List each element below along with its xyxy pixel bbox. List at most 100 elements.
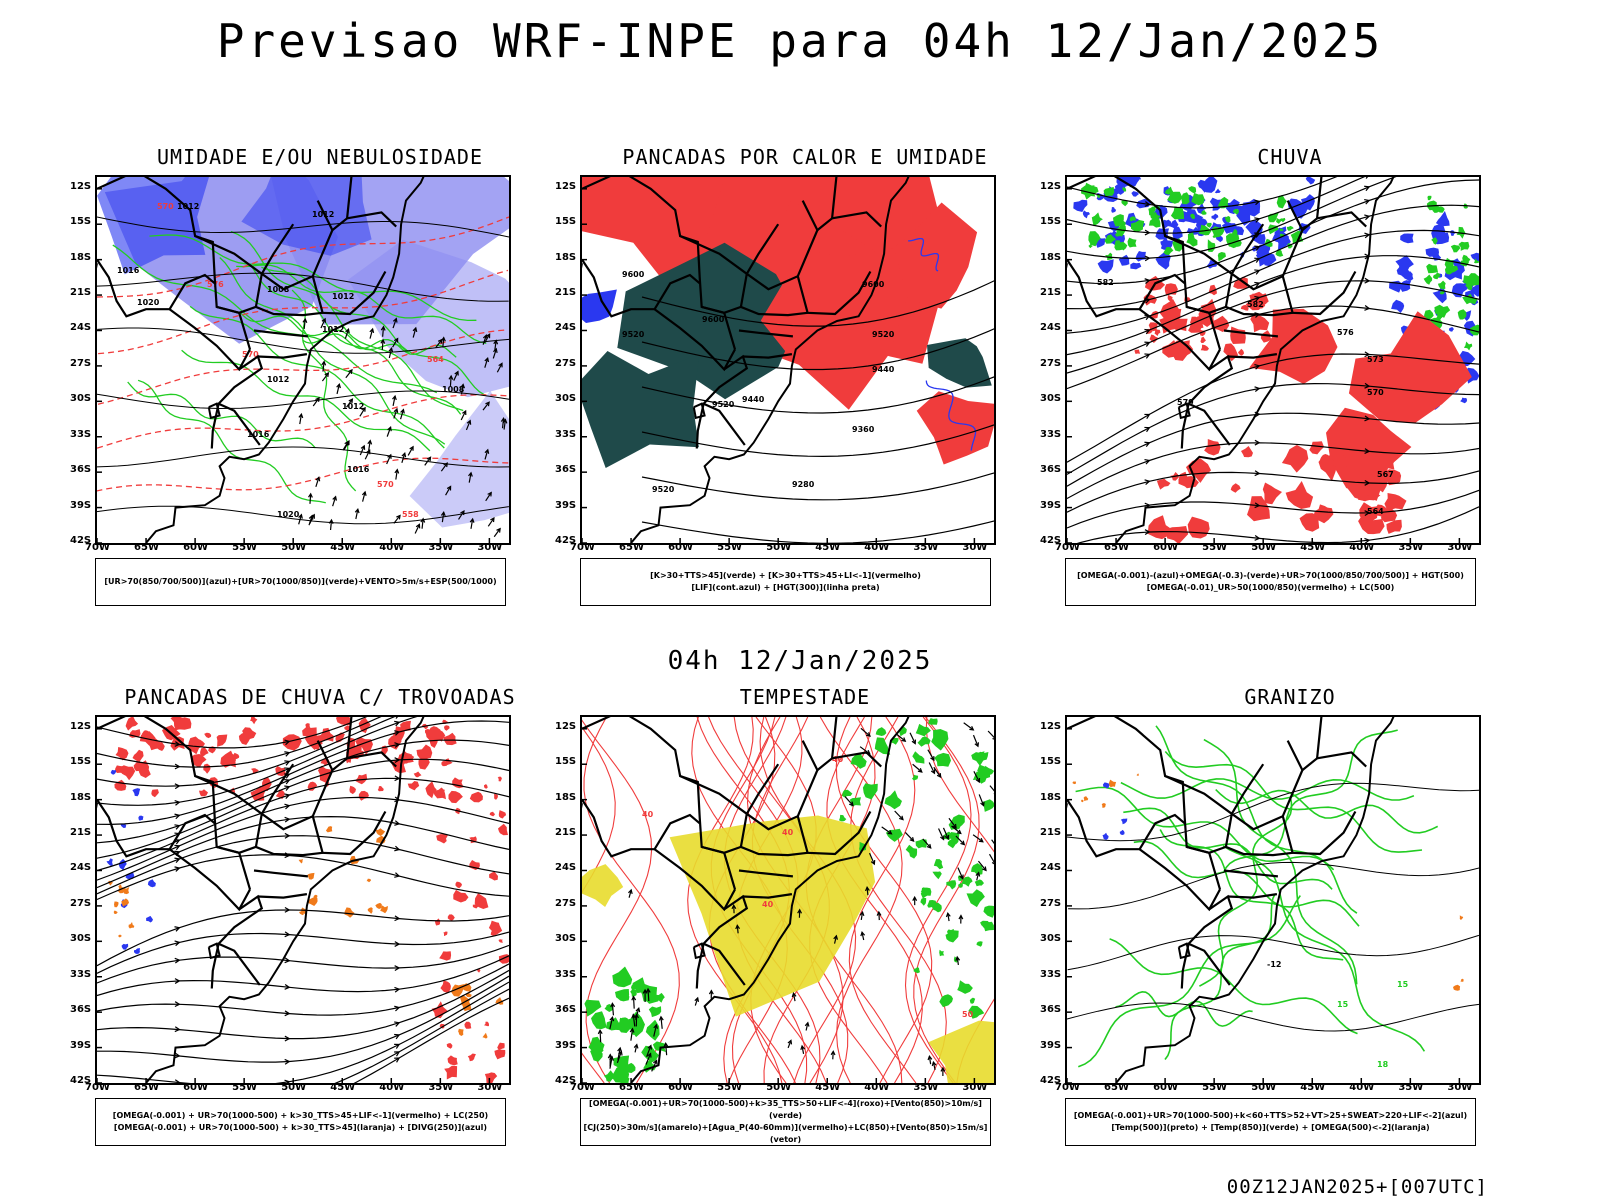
storm-area-red [115,747,129,761]
vector-head [440,510,446,517]
rain-area-red [1347,471,1378,502]
vector-head [945,911,951,918]
storm-area-red [151,789,159,798]
wind850-area-green [981,799,994,812]
storm-area-orange [495,997,504,1005]
vector-head [369,327,375,333]
omega-area-green [1462,293,1478,305]
wind850-area-green [974,879,984,887]
omega500-area-orange [1108,779,1117,788]
wind-vector-850 [646,1045,652,1058]
country-border [695,403,705,449]
vector-head [956,829,962,835]
weather-map: 1012 1012 1016 1008 1012 1020 1012 1012 1016 1016… [97,177,509,543]
streamline-arrow [1144,413,1151,419]
streamline [97,758,509,859]
streamline [97,717,418,806]
streamline-arrow [1144,255,1151,262]
streamline-arrow [394,965,401,972]
lat-tick-label: 27S [555,897,577,909]
storm-area-red [469,791,483,803]
country-border [679,234,748,275]
lat-tick-label: 21S [555,287,577,299]
vector-head [315,476,321,482]
streamline-arrow [395,717,399,719]
wind-vector-850 [895,733,906,742]
lon-tick-label: 55W [1202,542,1228,553]
wind-vector [482,334,487,345]
omega-area-blue [1391,299,1405,313]
streamline [1067,229,1479,334]
vector-head [354,508,360,514]
rain-area-red [1309,441,1325,455]
temp850-contour-green [1115,990,1253,1027]
wind850-area-green [927,900,937,908]
rain-area-red [1228,345,1234,356]
vector-head [484,356,490,363]
storm-area-red [484,784,488,789]
omega-area-blue [1460,397,1468,404]
country-border [168,308,251,372]
streamline-arrow [174,857,181,864]
lon-tick-label: 30W [1447,1082,1473,1093]
streamline-arrow [394,1021,401,1027]
streamline [97,854,509,901]
omega-area-green [1115,230,1122,237]
storm-area-red [447,914,455,921]
streamline-arrow [1364,351,1371,358]
rain-area-red [1361,485,1372,496]
divergence-area-blue [136,948,140,952]
panel-pancadas-trovoadas: PANCADAS DE CHUVA C/ TROVOADAS 12S 15S 18S… [70,685,555,1155]
country-border [1301,717,1323,771]
country-border [257,893,308,899]
lon-tick-label: 40W [864,1082,890,1093]
omega-area-green [1275,249,1284,257]
storm-area-red [114,779,127,791]
hail-area-blue [1102,832,1109,840]
country-border [1067,717,1222,890]
lon-tick-label: 65W [134,542,159,553]
omega-area-blue [1155,251,1171,270]
omega-area-blue [1073,199,1088,212]
storm-area-orange [118,884,123,889]
omega-area-green [1232,228,1238,236]
vector-head [647,1044,653,1050]
water-contour-red [582,719,653,1083]
water-contour-red [819,717,903,1083]
country-border [1281,810,1357,856]
storm-area-red [434,918,441,926]
wind-vector [359,407,366,417]
omega-area-blue [1130,262,1142,270]
vector-head [658,1015,664,1021]
contour-label: 9520 [652,485,675,494]
lat-tick-label: 18S [555,791,577,803]
streamline-arrow [1144,278,1151,284]
rain-area-red [1167,294,1174,302]
wind-vector [492,348,497,359]
lon-tick-label: 65W [619,542,644,553]
lat-tick-label: 15S [1040,216,1062,228]
wind-vector [368,440,371,451]
vector-head [392,394,397,401]
lat-tick-label: 27S [1040,357,1062,369]
streamline-arrow [1254,269,1261,275]
wind-vector-850 [957,867,964,879]
convection-area-green [617,242,800,400]
storm-area-orange [123,887,130,895]
vector-head [393,337,399,343]
streamline-arrow [1254,281,1261,288]
streamline-arrow [1144,229,1151,236]
omega-area-green [1103,187,1115,197]
contour-label: 40 [642,810,654,819]
storm-area-orange [118,934,122,938]
vector-head [387,453,392,459]
storm-area-red [497,1042,505,1051]
vector-head [500,417,506,423]
omega-area-blue [1111,207,1117,213]
main-title: Previsao WRF-INPE para 04h 12/Jan/2025 [216,14,1384,68]
wind-vector-850 [894,810,904,821]
omega-area-blue [1400,233,1414,244]
country-border [1138,308,1221,372]
omega-area-green [1131,220,1145,232]
wind-vector [460,384,464,395]
